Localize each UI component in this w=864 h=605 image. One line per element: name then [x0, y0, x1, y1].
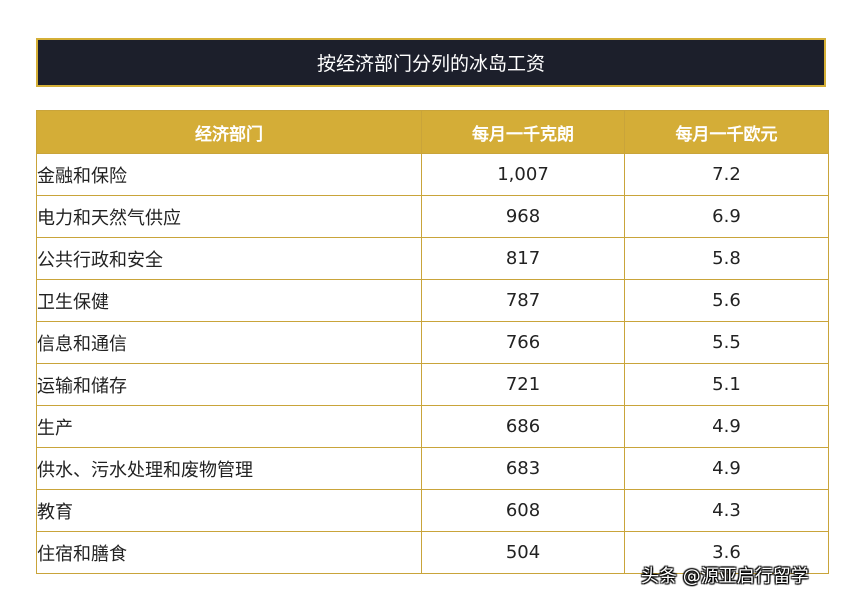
- cell-eur: 4.9: [624, 447, 829, 490]
- cell-isk: 721: [421, 363, 625, 406]
- cell-eur: 4.9: [624, 405, 829, 448]
- cell-sector: 电力和天然气供应: [36, 195, 422, 238]
- wage-table: 经济部门 每月一千克朗 每月一千欧元 金融和保险 1,007 7.2 电力和天然…: [36, 110, 829, 574]
- table-row: 教育 608 4.3: [36, 489, 829, 532]
- cell-sector: 金融和保险: [36, 153, 422, 196]
- cell-isk: 686: [421, 405, 625, 448]
- table-row: 公共行政和安全 817 5.8: [36, 237, 829, 280]
- table-header-row: 经济部门 每月一千克朗 每月一千欧元: [36, 110, 829, 154]
- table-row: 信息和通信 766 5.5: [36, 321, 829, 364]
- table-row: 卫生保健 787 5.6: [36, 279, 829, 322]
- cell-isk: 817: [421, 237, 625, 280]
- cell-sector: 卫生保健: [36, 279, 422, 322]
- table-row: 供水、污水处理和废物管理 683 4.9: [36, 447, 829, 490]
- cell-sector: 教育: [36, 489, 422, 532]
- cell-isk: 1,007: [421, 153, 625, 196]
- cell-sector: 运输和储存: [36, 363, 422, 406]
- page-title-text: 按经济部门分列的冰岛工资: [316, 53, 545, 75]
- cell-eur: 7.2: [624, 153, 829, 196]
- cell-isk: 504: [421, 531, 625, 574]
- cell-sector: 信息和通信: [36, 321, 422, 364]
- cell-sector: 供水、污水处理和废物管理: [36, 447, 422, 490]
- cell-eur: 5.8: [624, 237, 829, 280]
- table-row: 金融和保险 1,007 7.2: [36, 153, 829, 196]
- page-title: 按经济部门分列的冰岛工资: [36, 38, 826, 87]
- table-row: 住宿和膳食 504 3.6: [36, 531, 829, 574]
- cell-eur: 4.3: [624, 489, 829, 532]
- cell-eur: 5.1: [624, 363, 829, 406]
- cell-sector: 生产: [36, 405, 422, 448]
- cell-sector: 住宿和膳食: [36, 531, 422, 574]
- cell-eur: 6.9: [624, 195, 829, 238]
- cell-isk: 968: [421, 195, 625, 238]
- header-eur: 每月一千欧元: [624, 110, 829, 154]
- cell-isk: 683: [421, 447, 625, 490]
- cell-eur: 5.6: [624, 279, 829, 322]
- header-isk: 每月一千克朗: [421, 110, 625, 154]
- cell-isk: 608: [421, 489, 625, 532]
- cell-sector: 公共行政和安全: [36, 237, 422, 280]
- watermark: 头条 @源亚启行留学: [641, 566, 809, 587]
- cell-isk: 766: [421, 321, 625, 364]
- cell-eur: 3.6: [624, 531, 829, 574]
- cell-eur: 5.5: [624, 321, 829, 364]
- table-row: 运输和储存 721 5.1: [36, 363, 829, 406]
- table-row: 生产 686 4.9: [36, 405, 829, 448]
- header-sector: 经济部门: [36, 110, 422, 154]
- cell-isk: 787: [421, 279, 625, 322]
- table-row: 电力和天然气供应 968 6.9: [36, 195, 829, 238]
